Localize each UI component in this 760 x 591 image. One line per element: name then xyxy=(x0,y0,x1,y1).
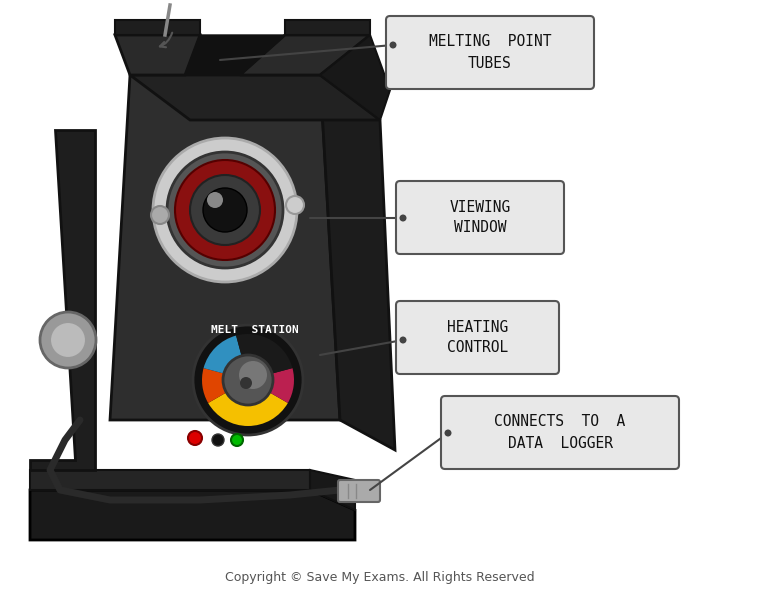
Circle shape xyxy=(175,160,275,260)
FancyBboxPatch shape xyxy=(338,480,380,502)
Text: MELTING  POINT
TUBES: MELTING POINT TUBES xyxy=(429,34,551,70)
Circle shape xyxy=(240,377,252,389)
Circle shape xyxy=(400,215,407,222)
Circle shape xyxy=(167,152,283,268)
Circle shape xyxy=(400,336,407,343)
Circle shape xyxy=(190,175,260,245)
Polygon shape xyxy=(130,75,380,120)
Circle shape xyxy=(207,192,223,208)
Polygon shape xyxy=(285,20,370,35)
Wedge shape xyxy=(236,334,293,380)
Circle shape xyxy=(153,138,297,282)
Circle shape xyxy=(203,188,247,232)
Wedge shape xyxy=(208,380,288,426)
Circle shape xyxy=(40,312,96,368)
Circle shape xyxy=(50,322,86,358)
Text: HEATING
CONTROL: HEATING CONTROL xyxy=(447,320,508,356)
Text: CONNECTS  TO  A
DATA  LOGGER: CONNECTS TO A DATA LOGGER xyxy=(494,414,625,450)
Polygon shape xyxy=(115,20,200,35)
Circle shape xyxy=(389,41,397,48)
Wedge shape xyxy=(202,368,248,403)
Polygon shape xyxy=(30,130,95,470)
Circle shape xyxy=(286,196,304,214)
Text: VIEWING
WINDOW: VIEWING WINDOW xyxy=(449,200,511,235)
Circle shape xyxy=(231,434,243,446)
Text: Copyright © Save My Exams. All Rights Reserved: Copyright © Save My Exams. All Rights Re… xyxy=(225,571,535,584)
FancyBboxPatch shape xyxy=(396,181,564,254)
Polygon shape xyxy=(115,35,200,75)
Circle shape xyxy=(188,431,202,445)
Circle shape xyxy=(239,361,267,389)
Polygon shape xyxy=(110,75,340,420)
Polygon shape xyxy=(320,35,390,120)
FancyBboxPatch shape xyxy=(386,16,594,89)
Polygon shape xyxy=(30,470,310,490)
Wedge shape xyxy=(204,336,248,380)
Text: MELT  STATION: MELT STATION xyxy=(211,325,299,335)
Circle shape xyxy=(212,434,224,446)
Circle shape xyxy=(193,325,303,435)
Polygon shape xyxy=(185,35,285,75)
Polygon shape xyxy=(30,490,355,540)
Polygon shape xyxy=(240,35,370,75)
FancyBboxPatch shape xyxy=(396,301,559,374)
Circle shape xyxy=(445,430,451,437)
Circle shape xyxy=(223,355,273,405)
Circle shape xyxy=(151,206,169,224)
Polygon shape xyxy=(320,75,395,450)
Wedge shape xyxy=(248,368,294,403)
Polygon shape xyxy=(310,470,355,510)
FancyBboxPatch shape xyxy=(441,396,679,469)
